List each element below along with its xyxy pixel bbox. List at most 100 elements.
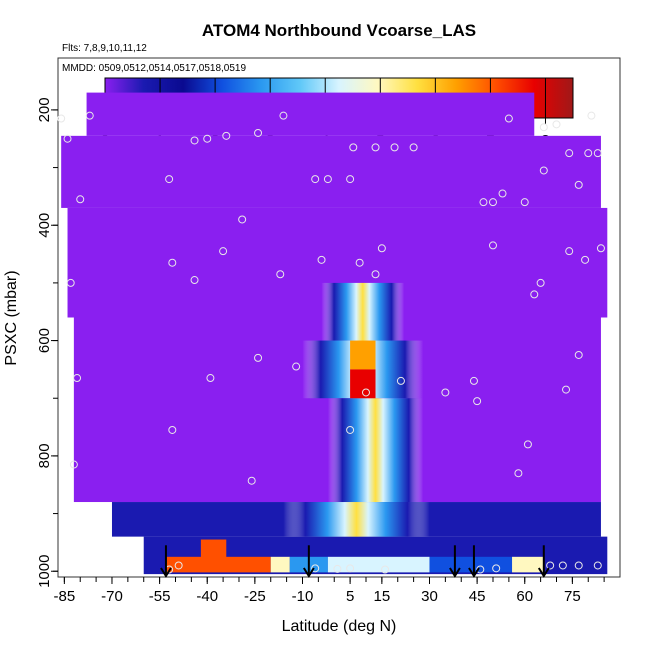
observation-marker bbox=[479, 198, 488, 207]
field-plume bbox=[327, 398, 424, 503]
field-hotspot bbox=[350, 340, 376, 370]
observation-marker bbox=[355, 258, 364, 267]
observation-marker bbox=[168, 425, 177, 434]
flight-arrow-head bbox=[537, 567, 550, 578]
observation-marker bbox=[333, 564, 342, 573]
observation-marker bbox=[311, 175, 320, 184]
observation-marker bbox=[587, 111, 596, 120]
x-tick-label: -85 bbox=[54, 588, 76, 605]
field-band bbox=[86, 92, 535, 136]
field-surface bbox=[327, 556, 430, 573]
observation-marker bbox=[574, 350, 583, 359]
observation-marker bbox=[349, 143, 358, 152]
y-tick-label: 1000 bbox=[36, 555, 53, 588]
observation-marker bbox=[63, 134, 72, 143]
flight-arrow-head bbox=[468, 567, 480, 578]
observation-marker bbox=[311, 564, 320, 573]
observation-marker bbox=[396, 376, 405, 385]
observation-marker bbox=[492, 564, 501, 573]
observation-marker bbox=[593, 561, 602, 570]
observation-marker bbox=[57, 114, 66, 123]
flight-arrow-head bbox=[449, 567, 461, 578]
data-field bbox=[61, 92, 608, 575]
observation-marker bbox=[371, 270, 380, 279]
observation-marker bbox=[69, 460, 78, 469]
observation-marker bbox=[346, 564, 355, 573]
observation-marker bbox=[488, 198, 497, 207]
y-tick-label: 200 bbox=[36, 97, 53, 122]
observation-marker bbox=[174, 561, 183, 570]
observation-marker bbox=[203, 134, 212, 143]
observation-marker bbox=[581, 255, 590, 264]
observation-marker bbox=[596, 244, 605, 253]
observation-marker bbox=[584, 149, 593, 158]
observation-marker bbox=[73, 374, 82, 383]
observation-marker bbox=[469, 376, 478, 385]
chart-title: ATOM4 Northbound Vcoarse_LAS bbox=[202, 21, 476, 40]
field-surface bbox=[270, 556, 290, 573]
observation-marker bbox=[504, 114, 513, 123]
field-plume bbox=[321, 282, 405, 341]
x-tick-label: -40 bbox=[196, 588, 218, 605]
flight-arrows bbox=[160, 545, 550, 578]
x-axis-label: Latitude (deg N) bbox=[282, 618, 397, 635]
x-tick-label: -10 bbox=[292, 588, 314, 605]
observation-marker bbox=[361, 388, 370, 397]
x-tick-label: 5 bbox=[346, 588, 354, 605]
observation-marker bbox=[381, 565, 390, 574]
observation-marker bbox=[536, 278, 545, 287]
observation-marker bbox=[539, 166, 548, 175]
observation-marker bbox=[317, 255, 326, 264]
x-tick-label: -55 bbox=[149, 588, 171, 605]
observation-marker bbox=[409, 143, 418, 152]
observation-marker bbox=[441, 388, 450, 397]
x-axis: -85 -70 -55 -40 -25 -10 5 15 30 45 60 75 bbox=[54, 577, 605, 605]
observation-marker bbox=[168, 258, 177, 267]
observation-marker bbox=[222, 131, 231, 140]
x-tick-label: 15 bbox=[374, 588, 391, 605]
observation-marker bbox=[562, 385, 571, 394]
observation-marker bbox=[488, 241, 497, 250]
y-axis: 200 400 600 800 1000 bbox=[36, 97, 58, 588]
observation-marker bbox=[238, 215, 247, 224]
observation-marker bbox=[539, 123, 548, 132]
x-tick-label: 75 bbox=[564, 588, 581, 605]
plot-frame bbox=[57, 57, 621, 578]
flight-arrow-head bbox=[160, 567, 172, 578]
observation-marker bbox=[165, 175, 174, 184]
y-tick-label: 600 bbox=[36, 328, 53, 353]
observation-marker bbox=[552, 120, 561, 129]
flight-arrow-head bbox=[302, 567, 315, 578]
observation-marker bbox=[523, 440, 532, 449]
flights-label: Flts: 7,8,9,10,11,12 bbox=[62, 43, 147, 54]
observation-marker bbox=[276, 270, 285, 279]
observation-marker bbox=[498, 189, 507, 198]
field-hotspot bbox=[200, 539, 227, 563]
observation-marker bbox=[219, 247, 228, 256]
y-tick-label: 400 bbox=[36, 213, 53, 238]
observation-marker bbox=[247, 476, 256, 485]
observation-marker bbox=[565, 149, 574, 158]
y-tick-label: 800 bbox=[36, 443, 53, 468]
field-band bbox=[61, 135, 601, 208]
observation-marker bbox=[190, 136, 199, 145]
observation-marker bbox=[377, 244, 386, 253]
observation-marker bbox=[558, 561, 567, 570]
observation-marker bbox=[574, 561, 583, 570]
observation-marker bbox=[292, 362, 301, 371]
observation-marker bbox=[574, 180, 583, 189]
x-tick-label: 30 bbox=[421, 588, 438, 605]
observation-marker bbox=[514, 469, 523, 478]
observation-marker bbox=[254, 353, 263, 362]
observation-marker bbox=[530, 290, 539, 299]
observation-marker bbox=[390, 143, 399, 152]
observation-markers bbox=[57, 111, 605, 574]
observation-marker bbox=[279, 111, 288, 120]
field-surface bbox=[512, 556, 544, 573]
observation-marker bbox=[206, 374, 215, 383]
observation-marker bbox=[476, 565, 485, 574]
observation-marker bbox=[546, 561, 555, 570]
mmdd-label: MMDD: 0509,0512,0514,0517,0518,0519 bbox=[62, 63, 246, 74]
field-surface bbox=[165, 556, 271, 573]
